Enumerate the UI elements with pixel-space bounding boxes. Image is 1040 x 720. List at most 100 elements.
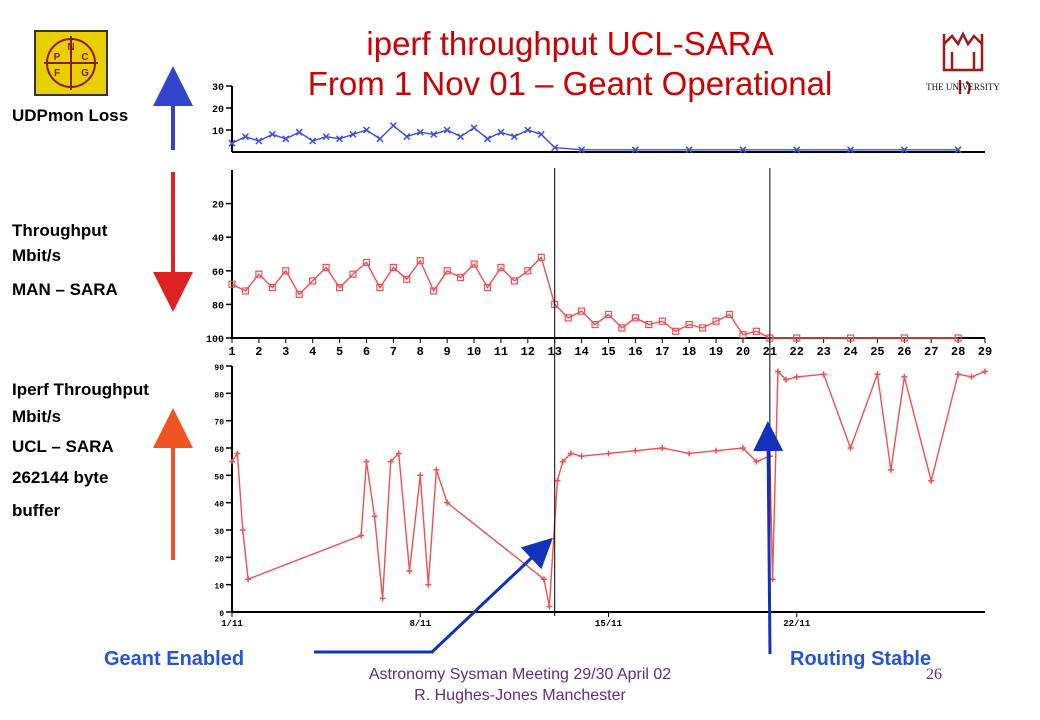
data-point [686,450,693,457]
data-point [295,128,303,136]
data-point [578,453,585,460]
x-tick-label: 20 [736,345,750,359]
data-point [389,122,397,130]
data-point [578,146,586,154]
data-point [524,267,532,275]
data-point [554,477,561,484]
data-point [417,472,424,479]
throughput-label-line2: Mbit/s [12,246,62,265]
data-point [537,130,545,138]
data-point [546,603,553,610]
data-point [444,499,451,506]
data-point [632,447,639,454]
x-tick-label: 14 [574,345,588,359]
x-tick-label: 2 [255,345,262,359]
y-tick-label: 20 [212,201,224,212]
data-point [228,139,236,147]
data-point [753,458,760,465]
routing-stable-label: Routing Stable [790,648,932,670]
data-point [752,327,761,335]
data-point [416,257,424,265]
y-tick-label: 10 [212,127,224,138]
y-tick-label: 30 [214,528,224,537]
data-point [470,260,478,268]
data-point [928,477,935,484]
data-point [537,253,545,261]
data-point [295,290,303,298]
data-point [430,287,438,295]
data-point [645,320,653,329]
data-point [567,450,574,457]
y-tick-label: 50 [214,473,224,482]
data-point [268,284,276,292]
data-point [322,263,330,272]
data-point [389,263,397,272]
data-point [659,445,666,451]
data-point [968,373,975,380]
udpmon-label: UDPmon Loss [12,106,129,125]
data-point [954,146,962,154]
geant-enabled-label: Geant Enabled [104,648,245,670]
data-point [336,135,344,143]
data-point [901,373,908,380]
data-point [349,130,357,138]
data-point [739,331,747,339]
x-tick-label: 9 [444,345,451,359]
data-point [712,317,720,325]
data-point [739,445,746,451]
data-point [443,267,451,275]
data-point [782,376,789,383]
logo-letter: G [81,68,89,79]
data-point [483,284,492,292]
x-tick-label: 23 [816,345,830,359]
iperf-label-line1: Iperf Throughput [12,380,149,399]
data-point [456,273,465,282]
data-point [470,124,478,132]
footer-line1: Astronomy Sysman Meeting 29/30 April 02 [368,666,672,683]
x-tick-label: 3 [282,345,289,359]
data-point [497,263,505,272]
data-point [379,595,386,602]
iperf-label-line5: buffer [12,501,61,520]
x-tick-label: 26 [897,345,911,359]
y-tick-label: 90 [214,364,224,373]
data-point [229,458,235,465]
series-line [231,256,959,339]
data-point [955,371,962,378]
data-point [900,146,908,154]
page-number: 26 [926,666,942,683]
data-point [241,287,250,295]
data-point [282,267,290,275]
x-tick-label: 27 [924,345,938,359]
data-point [395,450,402,457]
data-point [403,133,411,141]
data-point [239,527,246,533]
x-tick-label: 1 [228,345,235,359]
logo-letter: F [54,68,60,79]
y-tick-label: 40 [214,501,224,510]
data-point [416,128,424,136]
data-point [713,447,720,454]
x-tick-label: 17 [655,345,669,359]
x-tick-label: 5 [336,345,343,359]
data-point [578,307,586,315]
x-tick-label: 4 [309,345,316,359]
data-point [672,327,680,335]
x-tick-label: 18 [682,345,696,359]
x-tick-label: 22 [790,345,804,359]
data-point [982,368,988,375]
geant-pointer-arrow [314,537,553,654]
data-point [425,581,432,588]
y-tick-label: 0 [219,610,224,619]
data-point [551,144,559,152]
series-line [231,369,986,607]
x-tick-label: 1/11 [221,619,243,629]
data-point [699,324,707,332]
throughput-label-line1: Throughput [12,221,108,240]
y-tick-label: 40 [212,234,224,245]
data-point [591,320,599,329]
data-point [631,146,639,154]
x-tick-label: 24 [843,345,857,359]
data-point [874,371,881,378]
data-point [774,368,781,375]
